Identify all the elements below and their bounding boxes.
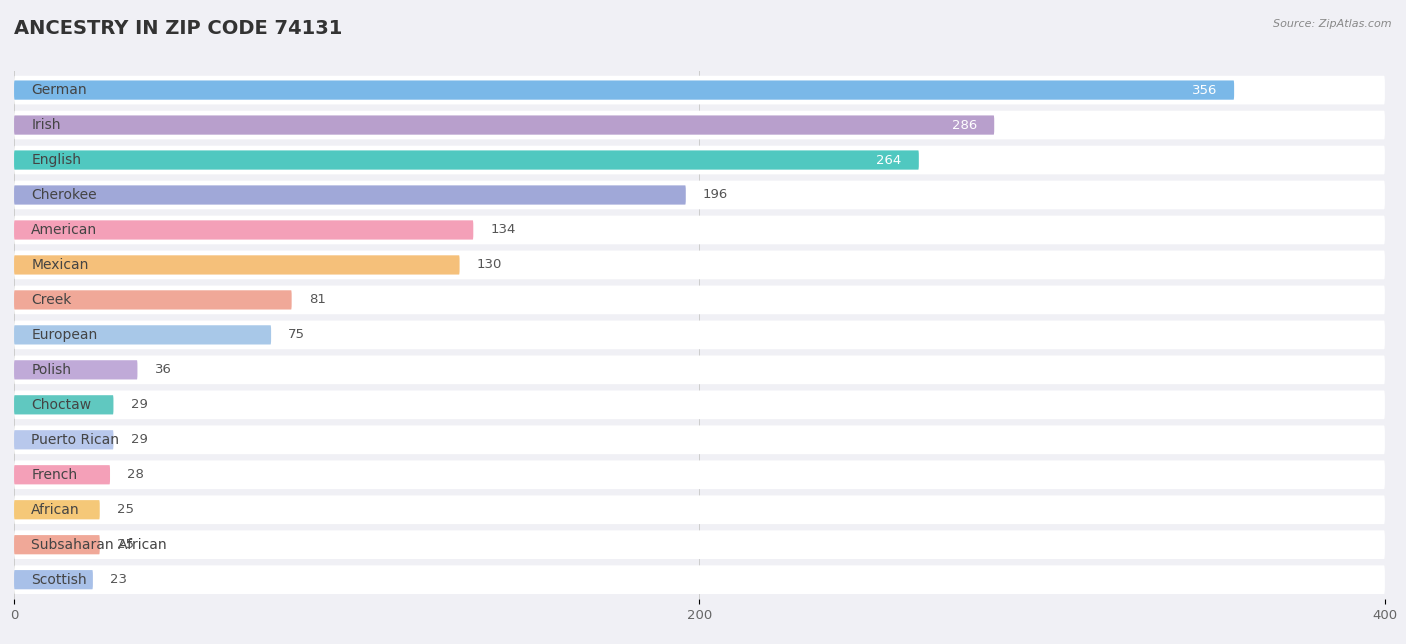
FancyBboxPatch shape [14, 355, 1385, 384]
FancyBboxPatch shape [14, 285, 1385, 314]
Text: Mexican: Mexican [31, 258, 89, 272]
FancyBboxPatch shape [14, 535, 100, 554]
Text: 28: 28 [127, 468, 143, 481]
FancyBboxPatch shape [14, 495, 1385, 524]
Text: Subsaharan African: Subsaharan African [31, 538, 167, 552]
Text: Puerto Rican: Puerto Rican [31, 433, 120, 447]
Text: 134: 134 [491, 223, 516, 236]
FancyBboxPatch shape [14, 251, 1385, 279]
Text: Source: ZipAtlas.com: Source: ZipAtlas.com [1274, 19, 1392, 30]
Text: Cherokee: Cherokee [31, 188, 97, 202]
FancyBboxPatch shape [14, 360, 138, 379]
FancyBboxPatch shape [14, 185, 686, 205]
Text: 75: 75 [288, 328, 305, 341]
Text: 36: 36 [155, 363, 172, 376]
FancyBboxPatch shape [14, 395, 114, 415]
FancyBboxPatch shape [14, 565, 1385, 594]
Text: 196: 196 [703, 189, 728, 202]
FancyBboxPatch shape [14, 76, 1385, 104]
Text: 356: 356 [1192, 84, 1218, 97]
FancyBboxPatch shape [14, 531, 1385, 559]
Text: 29: 29 [131, 399, 148, 412]
Text: American: American [31, 223, 97, 237]
Text: Scottish: Scottish [31, 573, 87, 587]
FancyBboxPatch shape [14, 325, 271, 345]
Text: African: African [31, 503, 80, 516]
FancyBboxPatch shape [14, 460, 1385, 489]
FancyBboxPatch shape [14, 111, 1385, 139]
FancyBboxPatch shape [14, 290, 291, 310]
Text: German: German [31, 83, 87, 97]
Text: Polish: Polish [31, 363, 72, 377]
FancyBboxPatch shape [14, 220, 474, 240]
Text: 25: 25 [117, 538, 134, 551]
FancyBboxPatch shape [14, 146, 1385, 175]
Text: 23: 23 [110, 573, 127, 586]
Text: 264: 264 [876, 153, 901, 167]
FancyBboxPatch shape [14, 321, 1385, 349]
Text: ANCESTRY IN ZIP CODE 74131: ANCESTRY IN ZIP CODE 74131 [14, 19, 343, 39]
FancyBboxPatch shape [14, 151, 920, 169]
Text: Irish: Irish [31, 118, 60, 132]
FancyBboxPatch shape [14, 430, 114, 450]
FancyBboxPatch shape [14, 426, 1385, 454]
FancyBboxPatch shape [14, 80, 1234, 100]
Text: 81: 81 [309, 294, 326, 307]
FancyBboxPatch shape [14, 216, 1385, 244]
FancyBboxPatch shape [14, 570, 93, 589]
Text: 29: 29 [131, 433, 148, 446]
FancyBboxPatch shape [14, 255, 460, 274]
Text: Creek: Creek [31, 293, 72, 307]
Text: English: English [31, 153, 82, 167]
Text: 25: 25 [117, 503, 134, 516]
FancyBboxPatch shape [14, 181, 1385, 209]
Text: 286: 286 [952, 118, 977, 131]
Text: 130: 130 [477, 258, 502, 271]
FancyBboxPatch shape [14, 500, 100, 519]
FancyBboxPatch shape [14, 115, 994, 135]
FancyBboxPatch shape [14, 390, 1385, 419]
Text: French: French [31, 468, 77, 482]
Text: Choctaw: Choctaw [31, 398, 91, 412]
FancyBboxPatch shape [14, 465, 110, 484]
Text: European: European [31, 328, 97, 342]
